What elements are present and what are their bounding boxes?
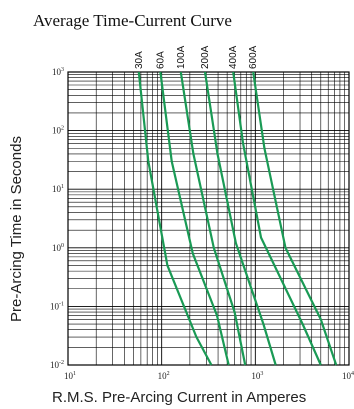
x-tick-label: 102: [158, 371, 170, 381]
series-label-30a: 30A: [134, 51, 145, 69]
y-axis-label: Pre-Arcing Time in Seconds: [8, 136, 25, 322]
plot-frame: [67, 71, 350, 366]
series-label-100a: 100A: [176, 45, 187, 69]
series-label-400a: 400A: [228, 45, 239, 69]
plot-border: [67, 71, 350, 366]
y-tick-label: 103: [52, 67, 64, 77]
x-tick-label: 101: [64, 371, 76, 381]
x-axis-label: R.M.S. Pre-Arcing Current in Amperes: [52, 389, 306, 406]
series-lines: [137, 71, 338, 366]
y-tick-label: 10-2: [50, 360, 64, 370]
series-labels: 30A 60A 100A 200A 400A 600A: [134, 45, 259, 69]
y-tick-label: 100: [52, 243, 64, 253]
series-label-600a: 600A: [248, 45, 259, 69]
y-tick-label: 10-1: [50, 301, 64, 311]
y-tick-label: 102: [52, 126, 64, 136]
curve-60a: [159, 71, 230, 366]
y-tick-labels: 10-2 10-1 100 101 102 103: [50, 67, 64, 370]
grid: [67, 72, 349, 366]
series-label-60a: 60A: [155, 51, 166, 69]
chart-title: Average Time-Current Curve: [33, 11, 232, 30]
x-tick-labels: 101 102 103 104: [64, 371, 354, 381]
y-tick-label: 101: [52, 184, 64, 194]
series-label-200a: 200A: [200, 45, 211, 69]
x-tick-label: 103: [251, 371, 263, 381]
curve-30a: [137, 71, 213, 366]
curve-100a: [179, 71, 247, 366]
curve-200a: [203, 71, 277, 366]
x-tick-label: 104: [342, 371, 354, 381]
curve-400a: [232, 71, 322, 366]
curve-600a: [252, 71, 338, 366]
